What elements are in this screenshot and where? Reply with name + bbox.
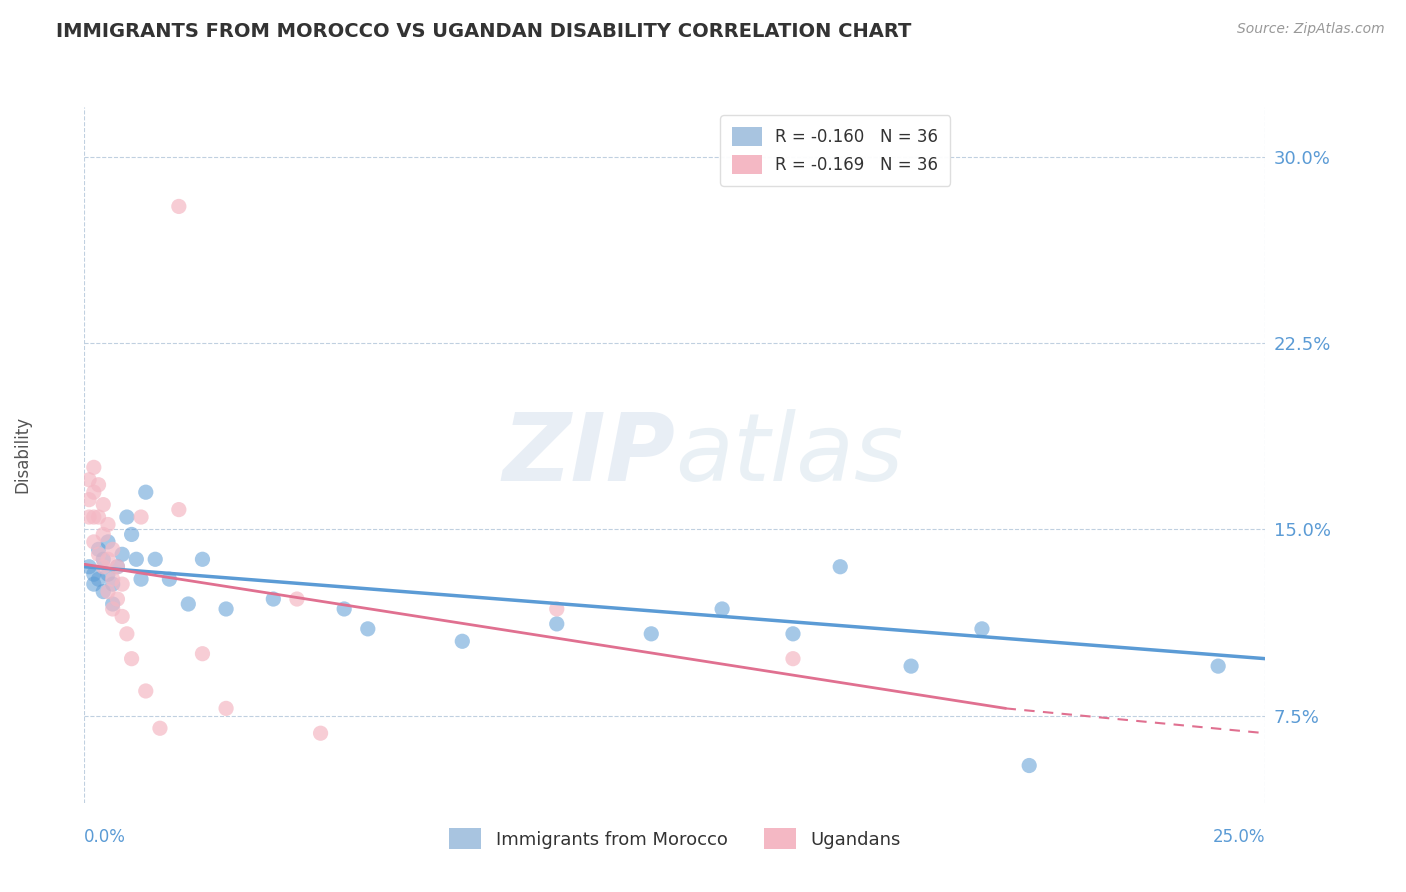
Point (215, 701, 238, 715)
Point (83, 577, 105, 591)
Point (97, 552, 120, 566)
Point (900, 659, 922, 673)
Point (87, 510, 110, 524)
Point (77, 492, 100, 507)
Point (215, 602, 238, 616)
Point (129, 510, 152, 524)
Point (129, 572, 152, 586)
Point (149, 721, 172, 735)
Point (83, 535, 105, 549)
Point (83, 460, 105, 475)
Point (135, 485, 157, 500)
Point (191, 647, 214, 661)
Point (107, 559, 129, 574)
Point (782, 627, 804, 641)
Point (546, 616, 568, 631)
Point (167, 502, 190, 516)
Point (262, 592, 284, 607)
Point (121, 527, 143, 541)
Point (451, 634, 474, 648)
Point (83, 510, 105, 524)
Point (77, 559, 100, 574)
Point (101, 577, 124, 591)
Point (1206, 659, 1229, 673)
Point (97, 517, 120, 532)
Point (111, 547, 134, 561)
Point (91, 559, 114, 574)
Point (97, 567, 120, 582)
Point (91, 552, 114, 566)
Point (135, 684, 157, 698)
Text: IMMIGRANTS FROM MOROCCO VS UGANDAN DISABILITY CORRELATION CHART: IMMIGRANTS FROM MOROCCO VS UGANDAN DISAB… (56, 22, 911, 41)
Point (1018, 758, 1040, 772)
Text: ZIP: ZIP (502, 409, 675, 501)
Point (177, 597, 200, 611)
Text: atlas: atlas (675, 409, 903, 500)
Point (97, 535, 120, 549)
Point (77, 510, 100, 524)
Point (111, 609, 134, 624)
Point (357, 622, 380, 636)
Point (91, 527, 114, 541)
Point (125, 552, 148, 566)
Point (83, 485, 105, 500)
Text: Source: ZipAtlas.com: Source: ZipAtlas.com (1237, 22, 1385, 37)
Point (143, 552, 166, 566)
Point (167, 199, 190, 213)
Point (101, 542, 124, 557)
Point (87, 547, 110, 561)
Point (101, 597, 124, 611)
Point (107, 592, 129, 607)
Point (830, 559, 852, 574)
Point (83, 567, 105, 582)
Point (157, 572, 180, 586)
Point (101, 602, 124, 616)
Text: Disability: Disability (13, 417, 31, 493)
Point (711, 602, 734, 616)
Point (309, 726, 332, 740)
Point (87, 542, 110, 557)
Point (107, 559, 129, 574)
Point (782, 651, 804, 665)
Point (285, 592, 308, 607)
Point (77, 473, 100, 487)
Point (640, 627, 662, 641)
Point (91, 584, 114, 599)
Point (546, 602, 568, 616)
Point (91, 498, 114, 512)
Point (97, 584, 120, 599)
Legend: Immigrants from Morocco, Ugandans: Immigrants from Morocco, Ugandans (441, 822, 908, 856)
Point (87, 477, 110, 491)
Point (970, 622, 993, 636)
Point (115, 510, 138, 524)
Point (121, 651, 143, 665)
Text: 25.0%: 25.0% (1213, 828, 1265, 846)
Text: 0.0%: 0.0% (84, 828, 127, 846)
Point (87, 572, 110, 586)
Point (115, 627, 138, 641)
Point (333, 602, 356, 616)
Point (111, 577, 134, 591)
Point (191, 552, 214, 566)
Point (101, 572, 124, 586)
